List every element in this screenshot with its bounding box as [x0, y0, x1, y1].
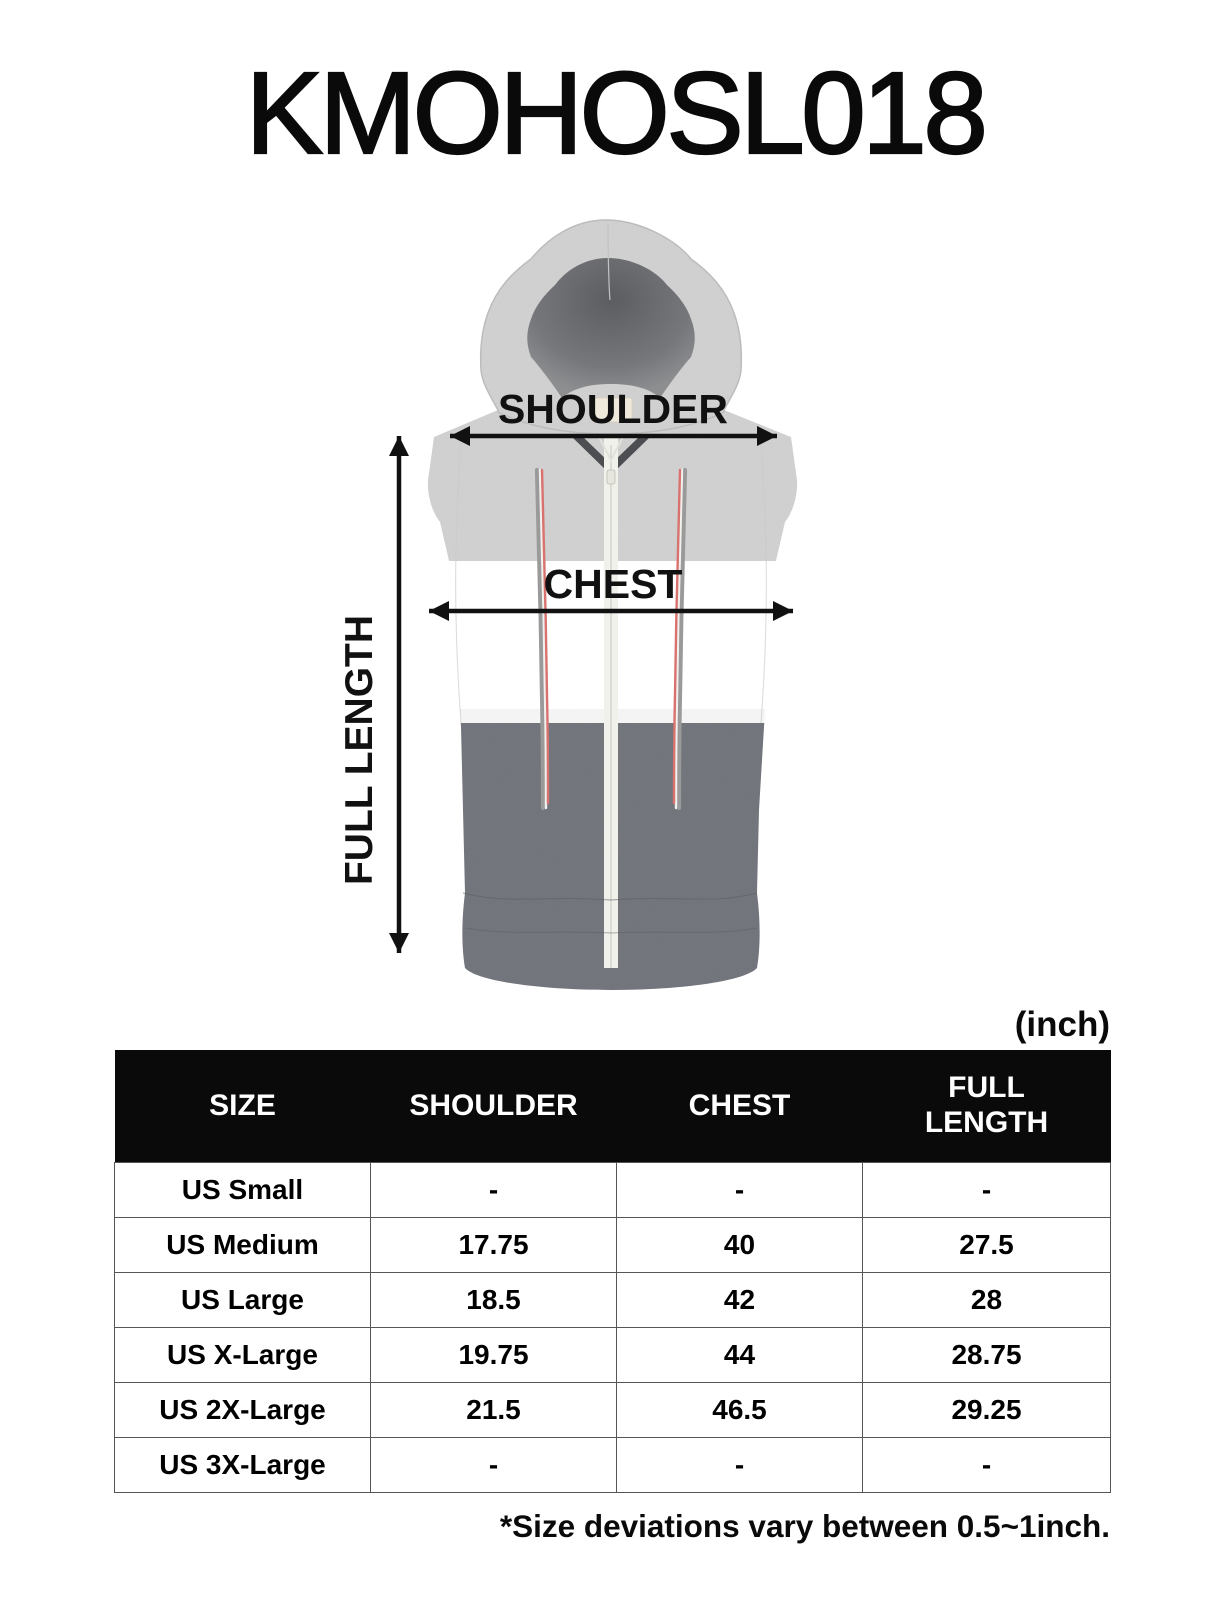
svg-text:CHEST: CHEST — [544, 561, 683, 607]
svg-text:SHOULDER: SHOULDER — [498, 386, 728, 432]
svg-text:FULL LENGTH: FULL LENGTH — [338, 615, 381, 885]
